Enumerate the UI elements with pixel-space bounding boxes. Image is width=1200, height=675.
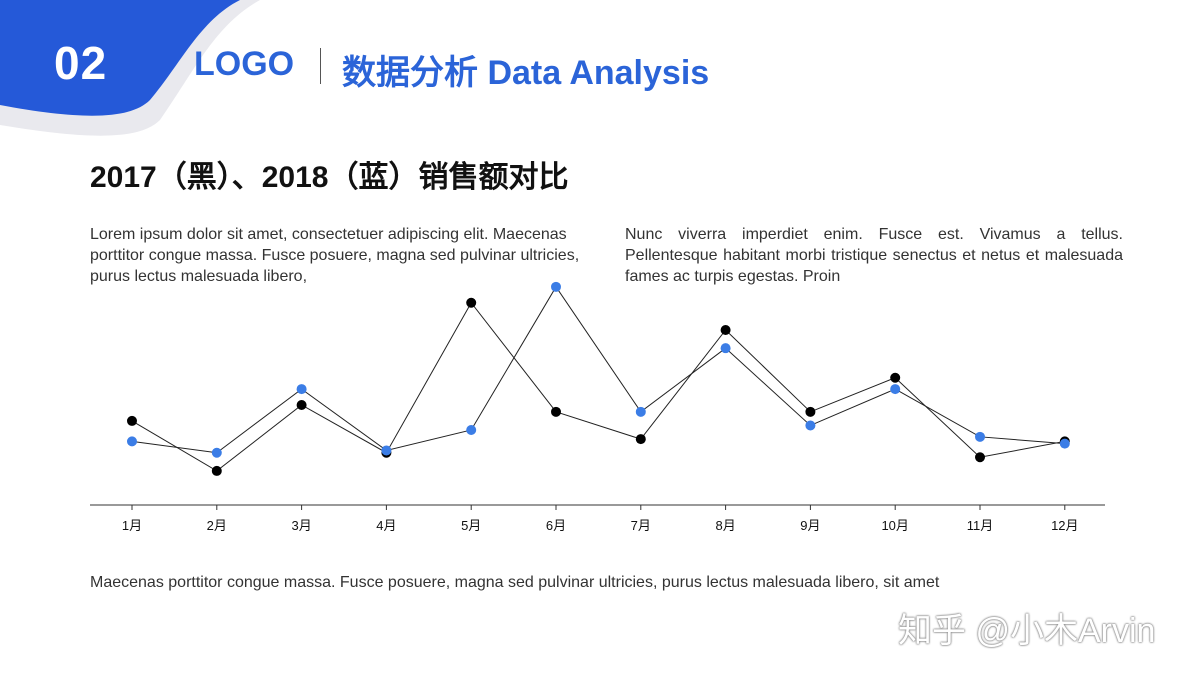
watermark: 知乎 @小木Arvin — [898, 612, 1156, 650]
x-tick-label: 5月 — [461, 518, 481, 533]
data-point-series-2 — [975, 431, 985, 442]
data-point-series-2 — [1059, 438, 1070, 449]
data-point-series-2 — [890, 384, 901, 395]
data-point-series-2 — [720, 343, 731, 354]
header-divider — [320, 48, 321, 84]
data-point-series-1 — [890, 372, 901, 383]
left-paragraph: Lorem ipsum dolor sit amet, consectetuer… — [90, 226, 580, 285]
x-tick-label: 2月 — [207, 518, 227, 533]
data-point-series-1 — [635, 434, 646, 445]
data-point-series-1 — [211, 465, 222, 476]
x-tick-label: 12月 — [1051, 518, 1078, 533]
data-point-series-2 — [466, 425, 477, 435]
data-point-series-2 — [296, 384, 307, 395]
data-point-series-1 — [551, 406, 561, 417]
chart-title: 2017（黑）、2018（蓝）销售额对比 — [90, 161, 569, 194]
data-point-series-2 — [381, 445, 392, 456]
x-tick-label: 6月 — [546, 518, 566, 533]
data-point-series-1 — [127, 415, 137, 426]
data-point-series-2 — [805, 420, 816, 431]
section-number: 02 — [54, 37, 108, 89]
data-point-series-1 — [975, 452, 985, 463]
page-title: 数据分析 Data Analysis — [342, 54, 710, 92]
data-point-series-2 — [551, 281, 561, 292]
data-point-series-2 — [635, 406, 646, 417]
x-tick-label: 4月 — [376, 518, 396, 533]
x-tick-label: 7月 — [631, 518, 651, 533]
x-tick-label: 9月 — [800, 518, 820, 533]
right-paragraph: Nunc viverra imperdiet enim. Fusce est. … — [625, 226, 1123, 285]
x-tick-label: 1月 — [122, 518, 142, 533]
data-point-series-2 — [127, 436, 137, 447]
data-point-series-1 — [466, 297, 477, 308]
x-tick-label: 10月 — [881, 518, 908, 533]
x-tick-label: 3月 — [291, 518, 311, 533]
logo: LOGO — [194, 45, 295, 83]
x-tick-label: 8月 — [715, 518, 735, 533]
data-point-series-1 — [720, 325, 731, 335]
data-point-series-1 — [296, 400, 307, 410]
series-line-2 — [131, 285, 1065, 454]
header-corner-decoration — [0, 0, 260, 136]
x-tick-label: 11月 — [967, 518, 994, 533]
data-point-series-2 — [211, 447, 222, 458]
series-line-1 — [131, 301, 1065, 472]
data-point-series-1 — [805, 406, 816, 417]
footer-text: Maecenas porttitor congue massa. Fusce p… — [90, 574, 940, 591]
